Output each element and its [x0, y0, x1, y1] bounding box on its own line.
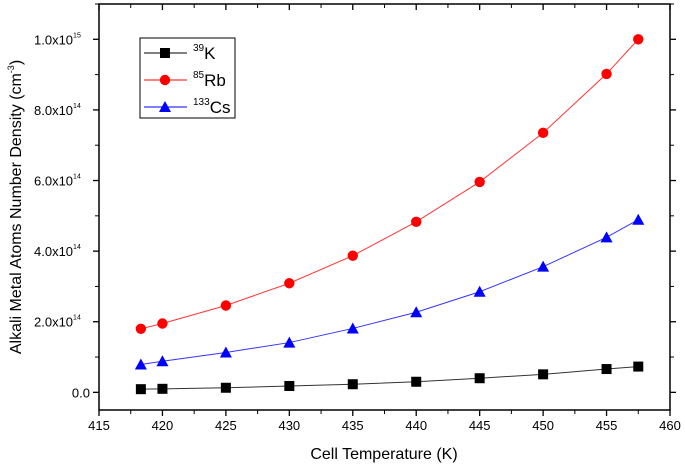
data-point-circle — [220, 300, 232, 311]
y-tick-label: 2.0x1014 — [34, 315, 81, 330]
data-point-triangle — [537, 260, 550, 272]
data-point-square — [601, 364, 612, 375]
data-point-square — [411, 376, 422, 387]
legend-box — [139, 37, 236, 119]
x-tick-label: 435 — [342, 418, 364, 433]
legend-name: K — [204, 44, 216, 63]
x-axis: 415 420 425 430 435 440 445 450 455 460 — [88, 4, 681, 433]
data-point-circle — [633, 34, 644, 45]
x-tick-label: 415 — [88, 418, 110, 433]
data-point-circle — [537, 127, 549, 139]
data-point-circle — [284, 278, 295, 289]
y-tick-label: 8.0x1014 — [34, 103, 81, 118]
data-point-triangle — [283, 336, 296, 348]
data-point-circle — [159, 74, 171, 86]
x-axis-label: Cell Temperature (K) — [310, 446, 457, 463]
data-point-circle — [474, 176, 485, 188]
data-point-square — [538, 369, 549, 380]
data-point-triangle — [410, 306, 423, 318]
plot-marks — [134, 34, 645, 395]
legend-name: Cs — [210, 98, 231, 117]
y-tick-exponent: 14 — [73, 103, 81, 110]
x-tick-label: 440 — [405, 418, 427, 433]
legend: 39K 85Rb 133Cs — [139, 37, 236, 119]
data-point-circle — [157, 318, 168, 329]
data-point-triangle — [346, 322, 359, 334]
y-axis-label: Alkali Metal Atoms Number Density (cm-3) — [6, 60, 25, 354]
legend-sup: 39 — [193, 43, 205, 54]
data-point-square — [157, 383, 168, 394]
data-point-triangle — [473, 285, 486, 297]
x-tick-label: 445 — [469, 418, 491, 433]
legend-label: 39K — [193, 43, 216, 63]
data-point-circle — [135, 323, 147, 334]
series-line-rb — [140, 38, 639, 330]
y-tick-exponent: 15 — [73, 32, 81, 39]
data-point-triangle — [219, 346, 232, 358]
y-tick-label: 6.0x1014 — [34, 174, 81, 189]
data-point-triangle — [159, 101, 171, 112]
data-point-square — [284, 380, 295, 391]
data-point-square — [347, 379, 358, 390]
data-point-circle — [411, 216, 422, 228]
data-point-triangle — [600, 231, 613, 243]
data-point-circle — [347, 250, 358, 261]
legend-label: 133Cs — [193, 97, 230, 117]
y-tick-exponent: 14 — [73, 244, 81, 251]
legend-label: 85Rb — [193, 70, 226, 90]
series-line-k — [140, 366, 639, 390]
legend-sup: 133 — [193, 97, 210, 108]
x-tick-label: 420 — [152, 418, 174, 433]
legend-sup: 85 — [193, 70, 205, 81]
data-point-square — [220, 382, 231, 393]
x-tick-label: 455 — [596, 418, 618, 433]
data-point-square — [474, 373, 485, 384]
y-tick-exponent: 14 — [73, 174, 81, 181]
x-tick-label: 460 — [659, 418, 681, 433]
x-tick-label: 425 — [215, 418, 237, 433]
data-point-triangle — [134, 358, 147, 370]
x-tick-label: 430 — [278, 418, 300, 433]
y-tick-exponent: 14 — [73, 315, 81, 322]
data-point-square — [633, 361, 644, 372]
y-tick-label: 4.0x1014 — [34, 244, 81, 259]
series-line-cs — [140, 219, 639, 365]
data-point-triangle — [632, 213, 645, 225]
data-point-triangle — [156, 355, 169, 367]
y-axis: 0.0 2.0x1014 4.0x1014 6.0x1014 8.0x1014 1.0x1… — [34, 3, 676, 400]
data-point-circle — [601, 68, 612, 80]
data-point-square — [135, 384, 146, 395]
data-point-square — [160, 48, 170, 58]
y-tick-label: 0.0 — [72, 385, 90, 400]
y-tick-label: 1.0x1015 — [34, 32, 81, 47]
x-tick-label: 450 — [532, 418, 554, 433]
legend-name: Rb — [204, 71, 226, 90]
